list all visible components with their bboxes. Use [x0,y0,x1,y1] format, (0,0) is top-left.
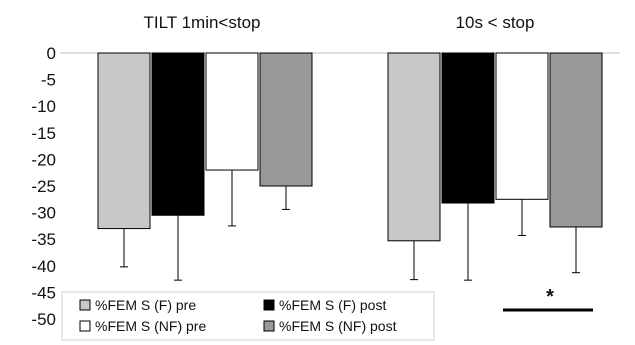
y-tick-label: -15 [31,124,56,143]
legend-swatch-nf-pre [79,320,91,332]
y-tick-labels: 0 -5 -10 -15 -20 -25 -30 -35 -40 -45 -50 [31,44,56,329]
y-tick-label: -40 [31,257,56,276]
group-title-1: TILT 1min<stop [143,13,260,32]
bar [495,52,549,200]
legend-label-f-post: %FEM S (F) post [279,297,386,313]
y-tick-label: -50 [31,310,56,329]
group-titles: TILT 1min<stop 10s < stop [143,13,534,32]
legend: %FEM S (F) pre %FEM S (F) post %FEM S (N… [61,291,435,341]
legend-box [61,291,435,341]
bar [441,52,495,204]
y-tick-label: -5 [41,71,56,90]
legend-label-nf-post: %FEM S (NF) post [279,318,397,334]
y-tick-label: -10 [31,97,56,116]
significance-marker: * [503,286,593,312]
y-tick-label: -35 [31,230,56,249]
bar [549,52,603,228]
legend-swatch-f-pre [79,299,91,311]
significance-asterisk: * [546,286,554,308]
y-tick-label: 0 [47,44,56,63]
y-tick-label: -45 [31,283,56,302]
bar [259,52,313,187]
bars [97,52,603,242]
bar [151,52,205,216]
legend-label-f-pre: %FEM S (F) pre [95,297,196,313]
y-tick-label: -20 [31,150,56,169]
bar [205,52,259,171]
y-tick-label: -30 [31,204,56,223]
bar [387,52,441,242]
legend-label-nf-pre: %FEM S (NF) pre [95,318,206,334]
y-tick-label: -25 [31,177,56,196]
group-title-2: 10s < stop [456,13,535,32]
error-bars [120,170,580,281]
legend-swatch-f-post [263,299,275,311]
legend-swatch-nf-post [263,320,275,332]
bar [97,52,151,230]
